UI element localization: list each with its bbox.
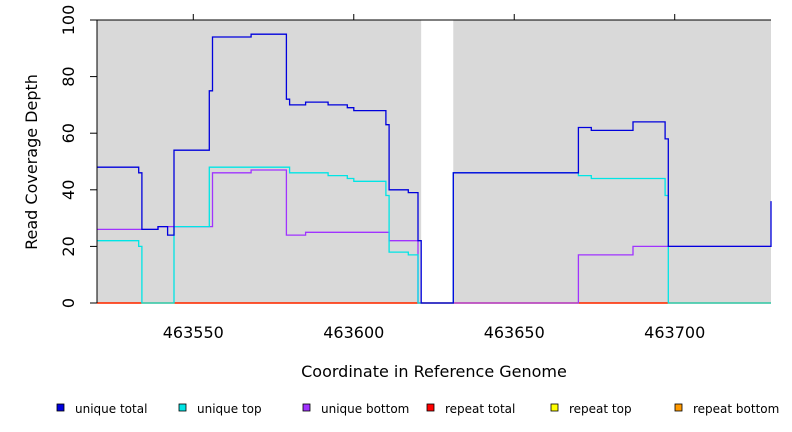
legend: unique total unique top unique bottom repea… xyxy=(56,402,779,416)
series-layer xyxy=(97,33,772,304)
legend-swatch-unique-total xyxy=(56,403,65,412)
legend-swatch-unique-top xyxy=(178,403,187,412)
y-tick-label: 0 xyxy=(59,298,78,308)
legend-swatch-repeat-top xyxy=(550,403,559,412)
y-tick-label: 60 xyxy=(59,123,78,143)
series-line-unique-bottom xyxy=(97,169,771,304)
legend-label-unique-top: unique top xyxy=(197,402,262,416)
series-line-unique-total xyxy=(97,33,772,304)
legend-swatch-repeat-bottom xyxy=(674,403,683,412)
legend-swatch-unique-bottom xyxy=(302,403,311,412)
legend-swatch-repeat-total xyxy=(426,403,435,412)
y-tick-label: 20 xyxy=(59,236,78,256)
gap-region xyxy=(421,20,454,303)
legend-label-repeat-top: repeat top xyxy=(569,402,632,416)
x-tick-label: 463700 xyxy=(644,323,705,342)
legend-label-repeat-bottom: repeat bottom xyxy=(693,402,779,416)
y-tick-label: 40 xyxy=(59,180,78,200)
y-tick-label: 80 xyxy=(59,66,78,86)
x-axis-label: Coordinate in Reference Genome xyxy=(301,362,567,381)
y-axis-label: Read Coverage Depth xyxy=(22,74,41,250)
x-tick-label: 463600 xyxy=(323,323,384,342)
x-tick-label: 463550 xyxy=(163,323,224,342)
legend-label-repeat-total: repeat total xyxy=(445,402,515,416)
axes-layer: 0 20 40 60 80 100 463550 463600 463650 463700 xyxy=(59,5,771,342)
series-line-unique-top xyxy=(97,166,771,304)
y-tick-label: 100 xyxy=(59,5,78,36)
legend-label-unique-bottom: unique bottom xyxy=(321,402,409,416)
x-tick-label: 463650 xyxy=(484,323,545,342)
legend-label-unique-total: unique total xyxy=(75,402,147,416)
